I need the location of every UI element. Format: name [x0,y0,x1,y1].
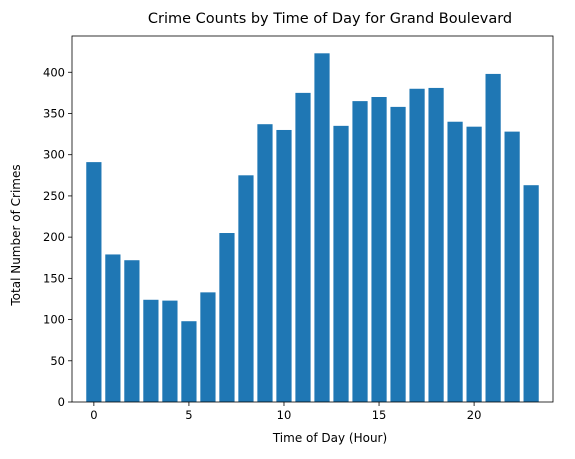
y-tick-label: 300 [43,148,65,162]
x-tick-label: 10 [277,408,292,422]
bar-hour-18 [428,87,444,403]
bar-hour-12 [314,53,330,403]
bar-hour-8 [238,175,254,402]
bar-hour-4 [162,300,178,402]
bar-hour-9 [257,124,273,402]
bar-hour-17 [409,88,425,402]
y-axis-label: Total Number of Crimes [9,164,23,306]
y-tick-label: 50 [50,354,65,368]
y-tick-label: 250 [43,189,65,203]
y-tick-label: 100 [43,313,65,327]
bar-hour-21 [485,73,501,403]
y-tick-label: 200 [43,230,65,244]
bar-hour-2 [124,260,140,402]
x-axis-label: Time of Day (Hour) [272,431,387,445]
y-axis: 0 50 100 150 200 250 300 350 400 [43,65,72,409]
y-tick-label: 0 [58,395,65,409]
bar-hour-13 [333,125,349,402]
bar-hour-10 [276,129,292,402]
bar-hour-11 [295,92,311,402]
bar-hour-3 [143,299,159,402]
bar-hour-6 [200,292,216,402]
x-tick-label: 15 [372,408,387,422]
chart-title: Crime Counts by Time of Day for Grand Bo… [148,11,512,27]
bar-hour-0 [86,162,102,402]
bar-hour-22 [504,131,520,402]
plot-frame [71,35,554,403]
bars-group [86,53,539,403]
bar-hour-16 [390,106,406,402]
bar-hour-14 [352,101,368,403]
x-tick-label: 0 [90,408,97,422]
y-tick-label: 400 [43,65,65,79]
x-axis: 0 5 10 15 20 [90,402,481,422]
y-tick-label: 350 [43,106,65,120]
bar-hour-1 [105,254,121,402]
bar-hour-7 [219,233,235,402]
y-tick-label: 150 [43,271,65,285]
bar-hour-5 [181,321,197,402]
bar-hour-19 [447,121,463,402]
bar-hour-20 [466,126,482,403]
bar-hour-23 [523,185,539,402]
x-tick-label: 5 [185,408,192,422]
axes-spines [71,35,554,403]
x-tick-label: 20 [467,408,482,422]
bar-hour-15 [371,97,387,402]
